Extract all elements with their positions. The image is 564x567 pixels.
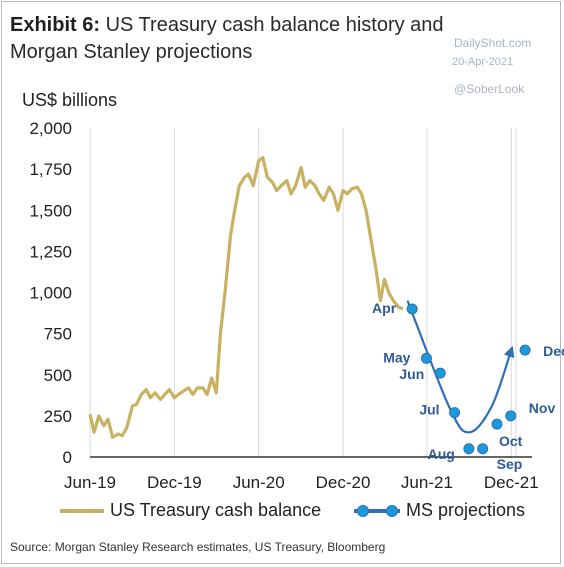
- projection-point: [519, 344, 531, 356]
- y-tick-label: 500: [44, 366, 72, 385]
- projection-point: [406, 303, 418, 315]
- watermark-site: DailyShot.com: [454, 36, 532, 50]
- title-exhibit: Exhibit 6:: [10, 14, 101, 36]
- y-axis-unit-label: US$ billions: [22, 90, 118, 110]
- projection-point-label: Oct: [499, 433, 523, 449]
- projection-point: [420, 352, 432, 364]
- projection-point-label: Apr: [372, 300, 397, 316]
- projection-point: [505, 410, 517, 422]
- legend-item-projections: MS projections: [354, 500, 525, 521]
- x-tick-label: Dec-20: [316, 473, 371, 492]
- y-tick-label: 1,000: [29, 284, 72, 303]
- legend-item-history: US Treasury cash balance: [60, 500, 321, 521]
- history-line: [88, 156, 404, 439]
- projection-point: [491, 418, 503, 430]
- x-tick-label: Jun-20: [233, 473, 285, 492]
- y-tick-label: 1,500: [29, 201, 72, 220]
- y-tick-label: 2,000: [29, 119, 72, 138]
- watermark-date: 20-Apr-2021: [452, 56, 514, 68]
- chart-title: Exhibit 6: US Treasury cash balance hist…: [10, 12, 450, 66]
- projection-point-label: Sep: [497, 456, 523, 472]
- legend-label-projections: MS projections: [406, 500, 526, 520]
- legend-label-history: US Treasury cash balance: [110, 500, 322, 520]
- projection-point-label: Jun: [399, 366, 424, 382]
- projection-point-label: Jul: [419, 402, 439, 418]
- projection-point-label: Dec: [543, 343, 564, 359]
- x-tick-label: Dec-21: [484, 473, 539, 492]
- projection-point: [449, 407, 461, 419]
- watermark-handle: @SoberLook: [454, 82, 525, 96]
- y-tick-label: 1,250: [29, 242, 72, 261]
- projection-point: [477, 443, 489, 455]
- legend-swatch-projections: [354, 504, 400, 518]
- projection-point: [434, 367, 446, 379]
- x-tick-label: Jun-19: [64, 473, 116, 492]
- title-text: US Treasury cash balance history and Mor…: [10, 14, 444, 63]
- legend-swatch-history: [60, 508, 104, 513]
- projection-point-label: Aug: [428, 446, 455, 462]
- projection-point-label: May: [383, 349, 410, 365]
- y-tick-label: 250: [44, 407, 72, 426]
- projection-point-label: Nov: [529, 400, 556, 416]
- y-tick-label: 0: [63, 448, 72, 467]
- y-tick-label: 750: [44, 325, 72, 344]
- x-tick-label: Jun-21: [401, 473, 453, 492]
- projection-point: [463, 443, 475, 455]
- source-note: Source: Morgan Stanley Research estimate…: [10, 540, 386, 554]
- y-tick-label: 1,750: [29, 160, 72, 179]
- x-tick-label: Dec-19: [147, 473, 202, 492]
- legend: US Treasury cash balance MS projections: [0, 500, 564, 524]
